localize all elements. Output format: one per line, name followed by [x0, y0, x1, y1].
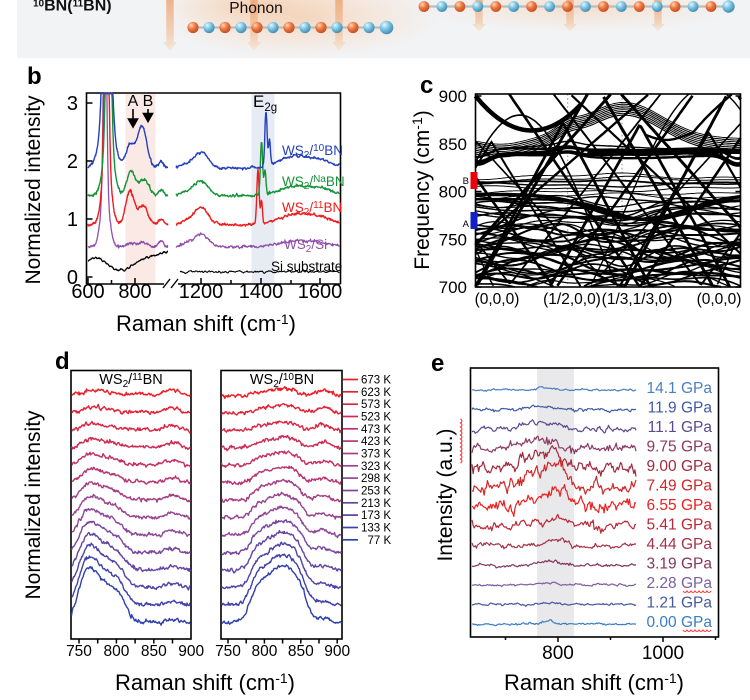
svg-text:4.44 GPa: 4.44 GPa: [647, 536, 713, 553]
svg-text:133 K: 133 K: [361, 523, 391, 535]
svg-text:850: 850: [439, 135, 467, 154]
svg-text:1000: 1000: [642, 643, 684, 664]
svg-text:11.1 GPa: 11.1 GPa: [648, 419, 713, 436]
svg-text:373 K: 373 K: [361, 449, 391, 461]
svg-text:750: 750: [66, 643, 92, 660]
svg-text:750: 750: [215, 643, 241, 660]
svg-text:10BN(11BN): 10BN(11BN): [33, 0, 112, 15]
svg-text:0: 0: [67, 267, 78, 289]
svg-text:2.28 GPa: 2.28 GPa: [647, 575, 713, 592]
svg-text:7.49 GPa: 7.49 GPa: [647, 478, 713, 495]
svg-text:3: 3: [67, 93, 78, 115]
svg-text:Raman shift (cm-1): Raman shift (cm-1): [504, 670, 684, 695]
svg-text:9.00 GPa: 9.00 GPa: [647, 458, 713, 475]
svg-text:e: e: [431, 350, 444, 377]
svg-text:323 K: 323 K: [361, 461, 391, 473]
svg-text:WS2/11BN: WS2/11BN: [99, 372, 163, 390]
svg-text:800: 800: [103, 643, 129, 660]
svg-text:900: 900: [439, 87, 467, 106]
svg-text:(0,0,0): (0,0,0): [697, 291, 742, 308]
svg-text:WS2/10BN: WS2/10BN: [250, 372, 314, 390]
svg-text:800: 800: [118, 281, 151, 303]
svg-text:473 K: 473 K: [361, 424, 391, 436]
svg-text:253 K: 253 K: [361, 486, 391, 498]
svg-text:WS2/NaBN: WS2/NaBN: [282, 174, 345, 192]
svg-text:700: 700: [439, 278, 467, 297]
svg-text:6.55 GPa: 6.55 GPa: [647, 497, 713, 514]
svg-text:1400: 1400: [239, 281, 284, 303]
svg-text:523 K: 523 K: [361, 412, 391, 424]
svg-text:900: 900: [324, 643, 350, 660]
svg-text:673 K: 673 K: [361, 375, 391, 387]
svg-text:2: 2: [67, 151, 78, 173]
svg-text:573 K: 573 K: [361, 399, 391, 411]
svg-text:750: 750: [439, 230, 467, 249]
svg-text:Frequency (cm-1): Frequency (cm-1): [409, 110, 434, 270]
svg-text:1600: 1600: [298, 281, 343, 303]
svg-text:850: 850: [141, 643, 167, 660]
svg-text:213 K: 213 K: [361, 498, 391, 510]
svg-text:600: 600: [71, 281, 104, 303]
svg-text:Normalized intensity: Normalized intensity: [22, 95, 45, 285]
svg-text:B: B: [143, 93, 154, 110]
svg-text:800: 800: [542, 643, 574, 664]
svg-text:Raman shift (cm-1): Raman shift (cm-1): [115, 670, 295, 695]
svg-text:A: A: [128, 93, 139, 110]
svg-text:b: b: [27, 63, 42, 90]
svg-text:0.00 GPa: 0.00 GPa: [647, 614, 713, 631]
svg-text:Intensity (a.u.): Intensity (a.u.): [434, 428, 457, 561]
svg-text:298 K: 298 K: [361, 473, 391, 485]
svg-text:Phonon: Phonon: [229, 0, 282, 17]
svg-text:623 K: 623 K: [361, 387, 391, 399]
svg-text:(1/3,1/3,0): (1/3,1/3,0): [602, 291, 673, 308]
svg-text:1200: 1200: [179, 281, 224, 303]
svg-text:B: B: [463, 176, 469, 187]
svg-text:9.75 GPa: 9.75 GPa: [647, 439, 713, 456]
svg-text:14.1 GPa: 14.1 GPa: [647, 380, 713, 397]
svg-text:800: 800: [251, 643, 277, 660]
svg-text:423 K: 423 K: [361, 436, 391, 448]
svg-text:WS2/Si: WS2/Si: [284, 237, 327, 255]
svg-text:1: 1: [67, 209, 78, 231]
svg-text:A: A: [463, 219, 470, 230]
svg-text:c: c: [420, 72, 433, 99]
svg-text:850: 850: [288, 643, 314, 660]
svg-text:1.21 GPa: 1.21 GPa: [647, 595, 713, 612]
svg-text:(1/2,0,0): (1/2,0,0): [543, 291, 601, 308]
svg-text:WS2/11BN: WS2/11BN: [282, 200, 342, 218]
svg-text:3.19 GPa: 3.19 GPa: [647, 556, 713, 573]
svg-text:11.9 GPa: 11.9 GPa: [648, 400, 713, 417]
svg-text:Raman shift (cm-1): Raman shift (cm-1): [116, 311, 296, 336]
svg-text:77 K: 77 K: [368, 535, 392, 547]
svg-text:Normalized intensity: Normalized intensity: [22, 410, 45, 600]
svg-text:800: 800: [439, 183, 467, 202]
svg-text:173 K: 173 K: [361, 510, 391, 522]
svg-text:d: d: [55, 348, 70, 375]
svg-text:(0,0,0): (0,0,0): [475, 291, 520, 308]
svg-text:5.41 GPa: 5.41 GPa: [647, 517, 713, 534]
svg-text:900: 900: [178, 643, 204, 660]
